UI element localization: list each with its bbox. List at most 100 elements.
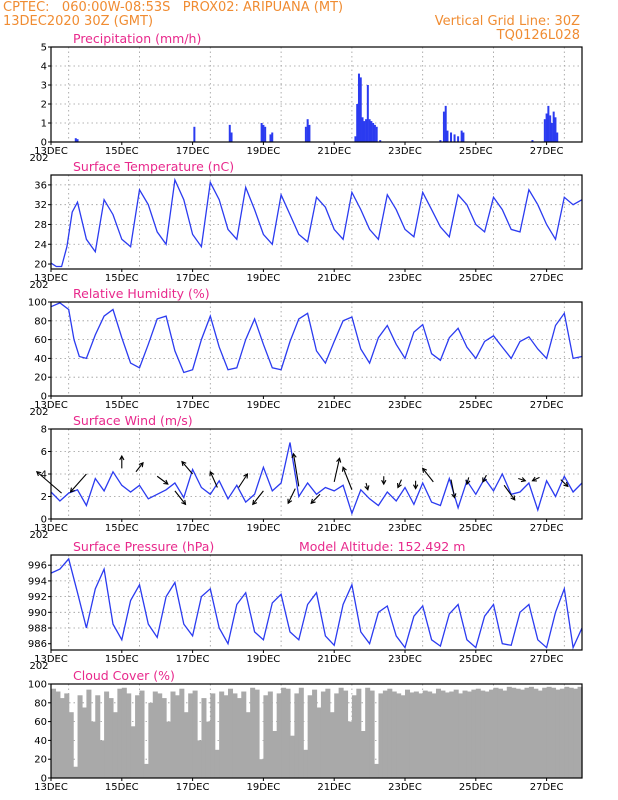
x-tick-label: 13DEC bbox=[34, 273, 68, 284]
wind-arrow bbox=[287, 488, 296, 505]
cloud-bar bbox=[537, 690, 543, 778]
x-tick-label: 21DEC bbox=[317, 273, 351, 284]
cloud-bar bbox=[427, 691, 433, 778]
wind-arrow-head bbox=[412, 484, 419, 490]
cloud-bar bbox=[219, 691, 225, 778]
precip-bar bbox=[554, 117, 557, 142]
precip-bar bbox=[74, 138, 77, 142]
y-tick-label: 80 bbox=[34, 698, 47, 709]
wind-arrow bbox=[156, 475, 169, 485]
x-tick-label: 17DEC bbox=[176, 273, 210, 284]
cloud-bar bbox=[126, 693, 132, 778]
x-tick-label: 25DEC bbox=[459, 273, 493, 284]
panels: 0 1 2 3 4 5 13DEC 15DEC 17DEC 19DEC 21DEC 23DEC 25DE… bbox=[28, 31, 583, 793]
precip-bar bbox=[373, 124, 376, 142]
wind-arrow-shaft bbox=[292, 453, 300, 487]
wind-arrow-head bbox=[291, 452, 297, 459]
cloud-bar bbox=[405, 689, 411, 778]
y-tick-label: 0 bbox=[41, 774, 47, 785]
wind-arrow-head bbox=[287, 498, 293, 505]
precip-bar bbox=[446, 130, 449, 142]
wind-arrow bbox=[421, 467, 434, 483]
x-tick-label: 27DEC bbox=[530, 273, 564, 284]
y-tick-label: 996 bbox=[28, 561, 47, 572]
x-tick-label: 27DEC bbox=[530, 782, 564, 793]
y-tick-label: 20 bbox=[34, 373, 47, 384]
cloud-bar bbox=[511, 687, 517, 778]
x-tick-label: 15DEC bbox=[105, 523, 139, 534]
x-tick-label: 23DEC bbox=[388, 400, 422, 411]
x-tick-year-label: 202 bbox=[29, 661, 48, 672]
y-tick-label: 80 bbox=[34, 316, 47, 327]
cloud-bar bbox=[418, 693, 424, 778]
cloud-bar bbox=[338, 687, 344, 778]
cloud-bar bbox=[223, 695, 229, 778]
cloud-bar bbox=[64, 693, 70, 778]
precip-bar bbox=[354, 136, 357, 142]
y-tick-label: 990 bbox=[28, 608, 47, 619]
x-tick-label: 15DEC bbox=[105, 273, 139, 284]
cloud-bar bbox=[400, 695, 406, 778]
wind-arrow bbox=[341, 466, 353, 490]
x-tick-label: 23DEC bbox=[388, 273, 422, 284]
x-tick-label: 23DEC bbox=[388, 146, 422, 157]
y-tick-label: 20 bbox=[34, 755, 47, 766]
panel-temperature: 20 24 28 32 36 13DEC 15DEC 17DEC 19DEC 21DEC 23DEC… bbox=[29, 159, 583, 291]
cloud-bar bbox=[325, 688, 331, 778]
wind-arrow-head bbox=[252, 499, 258, 506]
wind-arrow-shaft bbox=[342, 467, 353, 490]
cloud-bar bbox=[51, 688, 57, 778]
y-tick-label: 994 bbox=[28, 576, 47, 587]
cloud-bar bbox=[533, 688, 539, 778]
y-tick-label: 3 bbox=[41, 81, 47, 92]
wind-arrow-shaft bbox=[518, 477, 526, 482]
x-tick-label: 17DEC bbox=[176, 146, 210, 157]
precip-bar bbox=[372, 123, 375, 142]
y-tick-label: 32 bbox=[34, 200, 47, 211]
header-start-date: 13DEC2020 30Z (GMT) bbox=[3, 14, 153, 29]
x-tick-year-label: 202 bbox=[29, 153, 48, 164]
cloud-bar bbox=[471, 689, 477, 778]
wind-arrow bbox=[209, 470, 218, 488]
wind-arrow-shaft bbox=[156, 475, 169, 485]
cloud-bar bbox=[564, 686, 570, 778]
precip-bar bbox=[228, 124, 231, 142]
cloud-bar bbox=[559, 688, 565, 778]
cloud-bar bbox=[524, 687, 530, 778]
cloud-bar bbox=[334, 693, 340, 778]
wind-arrow bbox=[560, 479, 569, 488]
x-tick-label: 19DEC bbox=[247, 782, 281, 793]
wind-arrow-shaft bbox=[466, 477, 470, 485]
cloud-bar bbox=[298, 687, 304, 778]
y-tick-label: 1 bbox=[41, 119, 47, 130]
precip-bar bbox=[460, 130, 463, 142]
precip-bar bbox=[193, 126, 196, 142]
model-altitude-label: Model Altitude: 152.492 m bbox=[299, 539, 465, 554]
cloud-bar bbox=[391, 691, 397, 778]
cloud-bar bbox=[365, 687, 371, 778]
x-tick-label: 19DEC bbox=[247, 654, 281, 665]
y-tick-label: 28 bbox=[34, 220, 47, 231]
cloud-bar bbox=[99, 740, 105, 778]
wind-arrow-shaft bbox=[532, 476, 540, 482]
precip-bar bbox=[531, 140, 534, 142]
cloud-bar bbox=[568, 687, 574, 778]
wind-arrow-head bbox=[35, 471, 42, 477]
panel-frame bbox=[50, 554, 583, 651]
y-tick-label: 36 bbox=[34, 180, 47, 191]
wind-arrow-head bbox=[451, 493, 457, 499]
cloud-bar bbox=[515, 688, 521, 778]
cloud-bar bbox=[480, 690, 486, 778]
x-tick-year-label: 202 bbox=[29, 280, 48, 291]
cloud-bar bbox=[188, 693, 194, 778]
cloud-bar bbox=[77, 695, 83, 778]
wind-arrow bbox=[503, 484, 516, 501]
y-tick-label: 100 bbox=[28, 680, 47, 691]
cloud-bar bbox=[258, 759, 264, 778]
panel-title-wind: Surface Wind (m/s) bbox=[73, 413, 193, 428]
cloud-bar bbox=[435, 688, 441, 778]
panel-title-temperature: Surface Temperature (nC) bbox=[73, 159, 234, 174]
cloud-bar bbox=[214, 749, 220, 778]
cloud-bar bbox=[475, 688, 481, 778]
cloud-bar bbox=[506, 686, 512, 778]
